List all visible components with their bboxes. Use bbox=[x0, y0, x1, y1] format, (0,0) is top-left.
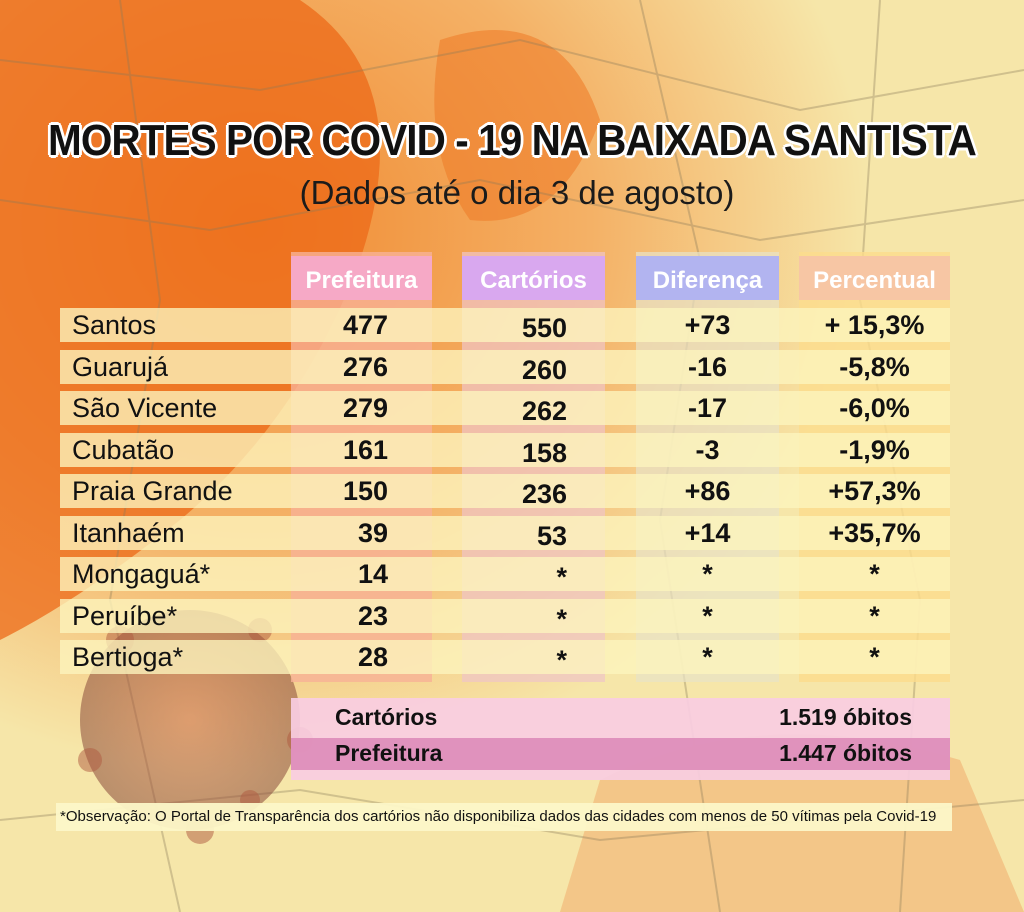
cell-diferenca: -17 bbox=[687, 393, 728, 423]
cell-percentual: -6,0% bbox=[839, 393, 910, 423]
cell-percentual: -1,9% bbox=[839, 435, 910, 465]
city-name: Santos bbox=[72, 310, 157, 340]
cell-cartorios: 236 bbox=[521, 479, 567, 509]
city-name: Praia Grande bbox=[72, 476, 233, 506]
cell-prefeitura: 23 bbox=[357, 601, 388, 631]
city-name: Peruíbe* bbox=[72, 601, 178, 631]
cell-percentual: +57,3% bbox=[828, 476, 921, 506]
cell-diferenca: +86 bbox=[684, 476, 731, 506]
cell-prefeitura: 28 bbox=[357, 642, 388, 672]
cell-prefeitura: 39 bbox=[357, 518, 388, 548]
totals-row-prefeitura-bg bbox=[291, 738, 950, 770]
cell-percentual: +35,7% bbox=[828, 518, 921, 548]
cell-percentual: * bbox=[869, 559, 880, 589]
cell-percentual: + 15,3% bbox=[824, 310, 925, 340]
cell-cartorios: 53 bbox=[536, 521, 567, 551]
total-cartorios-label: Cartórios bbox=[335, 704, 438, 730]
header-diferenca: Diferença bbox=[636, 256, 779, 300]
chart-title: MORTES POR COVID - 19 NA BAIXADA SANTIST… bbox=[48, 116, 977, 165]
cell-diferenca: +14 bbox=[684, 518, 731, 548]
footnote: *Observação: O Portal de Transparência d… bbox=[56, 803, 952, 831]
table-row bbox=[60, 557, 950, 591]
cell-prefeitura: 276 bbox=[342, 352, 388, 382]
table-row bbox=[60, 599, 950, 633]
cell-cartorios: 550 bbox=[521, 313, 567, 343]
cell-prefeitura: 279 bbox=[342, 393, 388, 423]
table-row bbox=[60, 350, 950, 384]
cell-percentual: * bbox=[869, 642, 880, 672]
cell-prefeitura: 477 bbox=[342, 310, 388, 340]
total-prefeitura-value: 1.447 óbitos bbox=[779, 740, 912, 766]
total-cartorios-value: 1.519 óbitos bbox=[779, 704, 912, 730]
city-name: Mongaguá* bbox=[72, 559, 211, 589]
cell-prefeitura: 150 bbox=[342, 476, 388, 506]
cell-diferenca: -3 bbox=[695, 435, 720, 465]
cell-percentual: -5,8% bbox=[839, 352, 910, 382]
table-row bbox=[60, 391, 950, 425]
header-cartorios: Cartórios bbox=[462, 256, 605, 300]
cell-cartorios: 158 bbox=[521, 438, 567, 468]
cell-cartorios: 262 bbox=[521, 396, 567, 426]
cell-diferenca: * bbox=[702, 559, 713, 589]
city-name: Guarujá bbox=[72, 352, 169, 382]
table-row bbox=[60, 640, 950, 674]
city-name: Bertioga* bbox=[72, 642, 184, 672]
cell-cartorios: * bbox=[556, 604, 567, 634]
cell-prefeitura: 14 bbox=[357, 559, 388, 589]
cell-diferenca: * bbox=[702, 642, 713, 672]
cell-prefeitura: 161 bbox=[342, 435, 388, 465]
cell-diferenca: -16 bbox=[687, 352, 728, 382]
city-name: São Vicente bbox=[72, 393, 218, 423]
table-row bbox=[60, 516, 950, 550]
table-row bbox=[60, 433, 950, 467]
cell-cartorios: * bbox=[556, 562, 567, 592]
header-percentual: Percentual bbox=[799, 256, 950, 300]
city-name: Itanhaém bbox=[72, 518, 185, 548]
cell-percentual: * bbox=[869, 601, 880, 631]
cell-diferenca: +73 bbox=[684, 310, 731, 340]
cell-cartorios: 260 bbox=[521, 355, 567, 385]
chart-subtitle: (Dados até o dia 3 de agosto) bbox=[299, 174, 735, 211]
cell-cartorios: * bbox=[556, 645, 567, 675]
city-name: Cubatão bbox=[72, 435, 175, 465]
cell-diferenca: * bbox=[702, 601, 713, 631]
table-row bbox=[60, 308, 950, 342]
header-prefeitura: Prefeitura bbox=[291, 256, 432, 300]
total-prefeitura-label: Prefeitura bbox=[335, 740, 443, 766]
table-row bbox=[60, 474, 950, 508]
